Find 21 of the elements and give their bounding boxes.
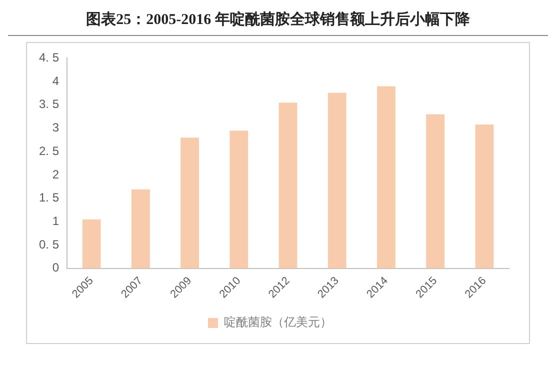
legend-label: 啶酰菌胺（亿美元） <box>224 315 332 330</box>
bar <box>230 130 248 268</box>
y-tick-label: 1. 5 <box>39 190 60 205</box>
bar <box>278 102 298 268</box>
y-tick-label: 3. 5 <box>39 97 60 112</box>
y-tick-label: 4. 5 <box>39 50 60 65</box>
y-tick-label: 0. 5 <box>39 237 60 252</box>
y-tick-label: 1 <box>52 214 60 228</box>
y-tick-label: 0 <box>52 260 60 275</box>
bar <box>180 138 199 268</box>
y-tick-label: 4 <box>52 74 60 88</box>
y-tick-label: 2. 5 <box>39 144 60 158</box>
bar <box>475 124 494 268</box>
bar <box>377 86 396 268</box>
bar <box>426 114 445 268</box>
bar <box>131 189 150 268</box>
y-tick-label: 3 <box>52 120 60 135</box>
chart-title: 图表25：2005-2016 年啶酰菌胺全球销售额上升后小幅下降 <box>8 8 548 36</box>
bar <box>82 219 101 268</box>
bar <box>328 92 346 268</box>
y-tick-label: 2 <box>52 167 60 182</box>
